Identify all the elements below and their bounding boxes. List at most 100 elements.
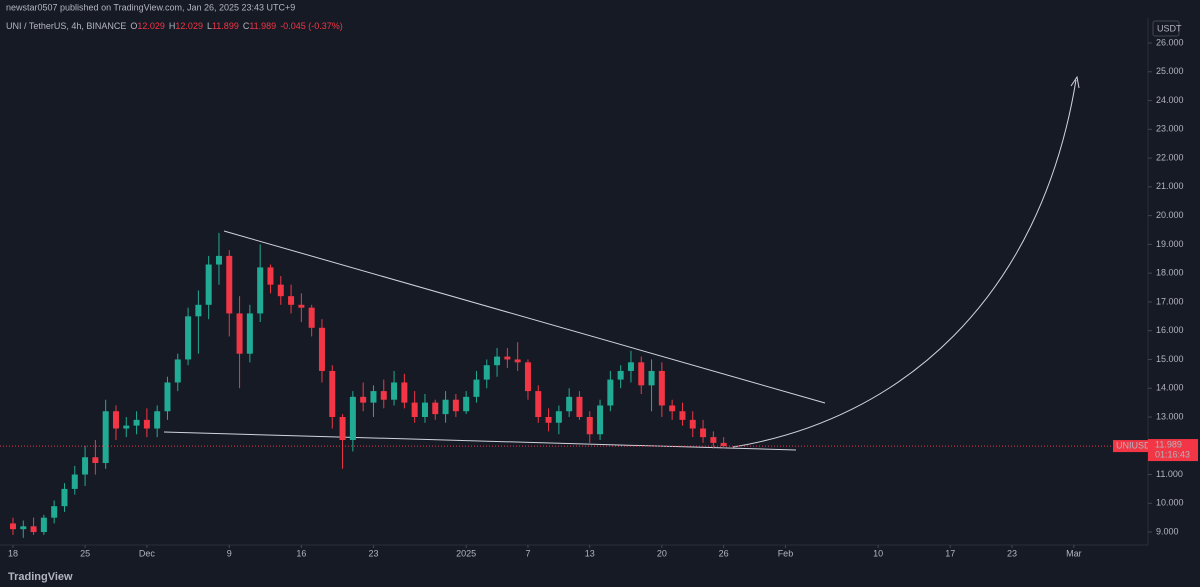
- x-tick-label: 13: [585, 548, 595, 558]
- candle-body: [51, 506, 58, 518]
- candle-body: [566, 396, 573, 412]
- candle-body: [535, 391, 542, 417]
- change: -0.045 (-0.37%): [280, 21, 343, 31]
- candle-body: [545, 416, 552, 423]
- candle-body: [514, 359, 521, 363]
- candle-body: [215, 255, 222, 265]
- y-tick-label: 9.000: [1156, 526, 1179, 536]
- y-tick-label: 21.000: [1156, 181, 1184, 191]
- low-label: L: [207, 21, 212, 31]
- candle-body: [452, 399, 459, 412]
- candle-body: [40, 517, 47, 533]
- price-tag: [1148, 439, 1198, 462]
- projection-curve: [732, 79, 1077, 448]
- candle-body: [421, 402, 428, 417]
- candle-body: [638, 362, 645, 386]
- candle-body: [308, 307, 315, 328]
- candle-body: [494, 356, 501, 366]
- candle-body: [318, 327, 325, 371]
- candle-body: [205, 264, 212, 305]
- candle-body: [112, 411, 119, 429]
- candle-body: [700, 428, 707, 438]
- currency-box: [1152, 20, 1180, 37]
- x-tick-label: 17: [945, 548, 955, 558]
- candle-body: [555, 411, 562, 423]
- x-tick-label: 7: [525, 548, 530, 558]
- candle-body: [658, 370, 665, 406]
- y-tick-label: 18.000: [1156, 268, 1184, 278]
- candle-body: [463, 396, 470, 412]
- x-tick-label: Dec: [139, 548, 156, 558]
- candle-body: [174, 359, 181, 383]
- candle-body: [370, 391, 377, 403]
- x-tick-label: 26: [719, 548, 729, 558]
- candle-body: [164, 382, 171, 412]
- candle-body: [61, 488, 68, 507]
- candle-body: [524, 362, 531, 392]
- candle-body: [442, 399, 449, 415]
- x-tick-label: 16: [296, 548, 306, 558]
- y-tick-label: 24.000: [1156, 95, 1184, 105]
- candle-body: [154, 411, 161, 429]
- y-tick-label: 26.000: [1156, 37, 1184, 47]
- x-tick-label: 9: [227, 548, 232, 558]
- brand: TradingView: [8, 571, 73, 583]
- candle-body: [236, 313, 243, 354]
- candles: [9, 232, 727, 538]
- candle-body: [586, 416, 593, 435]
- currency: USDT: [1157, 23, 1182, 33]
- y-tick-label: 20.000: [1156, 210, 1184, 220]
- publisher: newstar0507 published on TradingView.com…: [6, 2, 295, 12]
- x-tick-label: 10: [873, 548, 883, 558]
- candle-body: [226, 255, 233, 314]
- y-tick-label: 11.000: [1156, 469, 1183, 479]
- candle-body: [432, 402, 439, 415]
- candle-body: [380, 391, 387, 400]
- candle-body: [669, 405, 676, 412]
- candle-body: [267, 267, 274, 285]
- candle-body: [82, 457, 89, 475]
- x-tick-label: 25: [80, 548, 90, 558]
- low: 11.899: [212, 21, 239, 31]
- high-label: H: [169, 21, 176, 31]
- symbol-tag-label: UNIUSDT: [1116, 440, 1157, 450]
- candle-body: [617, 370, 624, 380]
- candle-body: [411, 402, 418, 417]
- y-tick-label: 25.000: [1156, 66, 1184, 76]
- symbol: UNI / TetherUS, 4h, BINANCE: [6, 21, 126, 31]
- candle-body: [20, 526, 27, 530]
- candle-body: [30, 526, 37, 533]
- legend: UNI / TetherUS, 4h, BINANCE O12.029 H12.02…: [6, 21, 343, 31]
- candle-body: [288, 296, 295, 305]
- x-tick-label: 18: [8, 548, 18, 558]
- candle-body: [339, 416, 346, 441]
- y-tick-label: 19.000: [1156, 239, 1184, 249]
- candle-body: [401, 382, 408, 403]
- candle-body: [504, 356, 511, 360]
- price-tag-countdown: 01:16:43: [1155, 449, 1190, 459]
- candle-body: [298, 304, 305, 308]
- candle-body: [576, 396, 583, 417]
- candle-body: [648, 370, 655, 386]
- symbol-tag: [1113, 440, 1148, 453]
- candle-body: [329, 370, 336, 417]
- y-tick-label: 22.000: [1156, 152, 1184, 162]
- y-tick-label: 13.000: [1156, 411, 1184, 421]
- high: 12.029: [175, 21, 203, 31]
- candle-body: [92, 457, 99, 464]
- open-label: O: [130, 21, 137, 31]
- candle-body: [483, 365, 490, 380]
- candle-body: [123, 425, 130, 429]
- candle-body: [597, 405, 604, 435]
- candle-body: [689, 419, 696, 429]
- candle-body: [391, 382, 398, 400]
- lower-trend-line: [163, 431, 797, 451]
- y-tick-label: 23.000: [1156, 124, 1184, 134]
- x-tick-label: Feb: [778, 548, 794, 558]
- close-label: C: [243, 21, 250, 31]
- x-tick-label: Mar: [1066, 548, 1082, 558]
- projection-arrow: [1070, 75, 1080, 89]
- candle-body: [71, 474, 78, 489]
